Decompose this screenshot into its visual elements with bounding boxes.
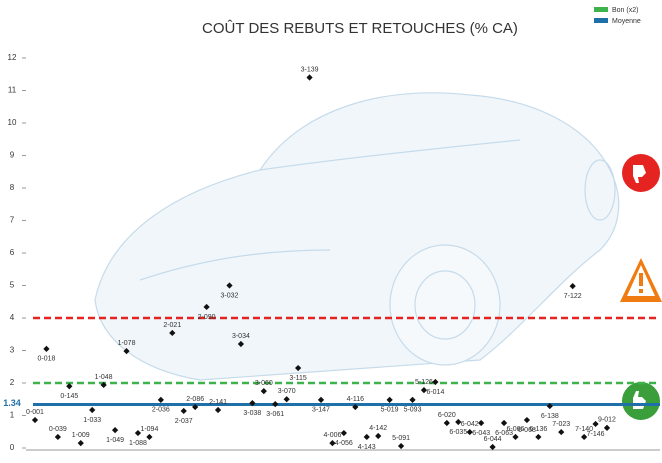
y-tick-label: 4 — [10, 313, 15, 322]
point-label: 5-091 — [392, 435, 410, 442]
y-tick-label: 1 — [10, 411, 15, 420]
point — [318, 397, 324, 403]
point — [524, 417, 530, 423]
y-tick-label: 0 — [10, 443, 15, 452]
point — [261, 388, 267, 394]
point — [158, 397, 164, 403]
point-label: 3-060 — [255, 380, 273, 387]
point — [512, 434, 518, 440]
point — [284, 396, 290, 402]
point — [55, 434, 61, 440]
point-label: 4-143 — [358, 444, 376, 451]
point-label: 0-145 — [60, 393, 78, 400]
point — [604, 425, 610, 431]
point-label: 2-141 — [209, 399, 227, 406]
y-tick-label: 11 — [8, 86, 17, 95]
point — [43, 346, 49, 352]
point — [489, 444, 495, 450]
point-label: 3-139 — [301, 66, 319, 73]
point — [341, 430, 347, 436]
point-label: 6-042 — [461, 421, 479, 428]
point-label: 6-020 — [438, 412, 456, 419]
legend-label: Bon (x2) — [612, 7, 638, 14]
point-label: 1-049 — [106, 437, 124, 444]
point — [444, 420, 450, 426]
point-label: 3-147 — [312, 407, 330, 414]
point — [570, 283, 576, 289]
y-tick-label: 12 — [8, 53, 17, 62]
point — [181, 408, 187, 414]
point-label: 2-037 — [175, 418, 193, 425]
point-label: 1-094 — [140, 426, 158, 433]
point-label: 3-038 — [243, 410, 261, 417]
legend-swatch — [594, 18, 608, 23]
point-label: 5-126 — [415, 379, 433, 386]
point-label: 9-012 — [598, 417, 616, 424]
chart-title: COÛT DES REBUTS ET RETOUCHES (% CA) — [202, 20, 518, 37]
point-label: 3-061 — [266, 411, 284, 418]
point-label: 0-001 — [26, 409, 44, 416]
point-label: 3-032 — [221, 292, 239, 299]
point-label: 2-086 — [186, 396, 204, 403]
y-tick-label: 8 — [10, 183, 15, 192]
point-label: 1-048 — [95, 374, 113, 381]
point — [387, 397, 393, 403]
point-label: 7-023 — [552, 421, 570, 428]
y-tick-label: 5 — [10, 281, 15, 290]
point — [398, 443, 404, 449]
point-label: 0-018 — [37, 356, 55, 363]
point-label: 2-036 — [152, 407, 170, 414]
point-label: 6-136 — [529, 426, 547, 433]
point — [272, 401, 278, 407]
y-tick-label: 7 — [10, 216, 15, 225]
point — [32, 417, 38, 423]
point-label: 3-034 — [232, 333, 250, 340]
point-label: 4-056 — [335, 440, 353, 447]
point-label: 1-078 — [118, 340, 136, 347]
point — [375, 433, 381, 439]
point-label: 4-116 — [347, 396, 364, 403]
point-label: 7-122 — [564, 293, 582, 300]
point-label: 4-006 — [323, 432, 341, 439]
point — [364, 434, 370, 440]
point-label: 6-044 — [484, 436, 502, 443]
y-tick-label: 9 — [10, 151, 15, 160]
point — [535, 434, 541, 440]
point — [78, 440, 84, 446]
point-label: 2-021 — [163, 322, 181, 329]
point-label: 6-035 — [449, 429, 467, 436]
point-label: 6-138 — [541, 413, 559, 420]
y-tick-label: 6 — [10, 248, 15, 257]
legend: Bon (x2) Moyenne — [594, 7, 641, 25]
y-tick-label: 2 — [10, 378, 15, 387]
point — [478, 420, 484, 426]
point — [146, 434, 152, 440]
point-label: 1-033 — [83, 417, 101, 424]
chart: COÛT DES REBUTS ET RETOUCHES (% CA) Bon … — [0, 0, 662, 463]
car-background — [95, 93, 619, 380]
point — [306, 74, 312, 80]
point-label: 4-142 — [369, 425, 387, 432]
point-label: 1-088 — [129, 440, 147, 447]
point-label: 6-014 — [426, 389, 444, 396]
legend-swatch — [594, 7, 608, 12]
y-tick-label: 10 — [8, 118, 17, 127]
point — [112, 427, 118, 433]
point-label: 5-019 — [381, 407, 399, 414]
point-label: 1-009 — [72, 432, 90, 439]
legend-label: Moyenne — [612, 18, 641, 25]
y-tick-label: 3 — [10, 346, 15, 355]
point — [215, 407, 221, 413]
point — [89, 407, 95, 413]
point-label: 7-146 — [587, 431, 605, 438]
reference-value: 1.34 — [3, 398, 21, 408]
icons — [620, 154, 662, 420]
point — [409, 397, 415, 403]
point — [558, 429, 564, 435]
point-label: 3-070 — [278, 388, 296, 395]
point-label: 2-090 — [198, 314, 216, 321]
point-label: 0-039 — [49, 426, 67, 433]
point-label: 3-115 — [289, 375, 306, 382]
point-label: 5-093 — [404, 407, 422, 414]
